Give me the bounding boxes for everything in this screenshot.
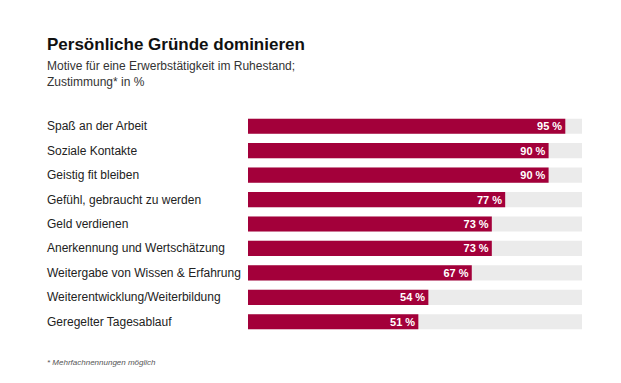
svg-text:73 %: 73 % — [464, 242, 489, 254]
svg-text:67 %: 67 % — [443, 267, 468, 279]
svg-text:95 %: 95 % — [537, 120, 562, 132]
svg-text:90 %: 90 % — [520, 145, 545, 157]
svg-text:Geld verdienen: Geld verdienen — [47, 217, 128, 231]
svg-text:51 %: 51 % — [390, 316, 415, 328]
svg-text:Weitergabe von Wissen & Erfahr: Weitergabe von Wissen & Erfahrung — [47, 266, 241, 280]
svg-text:Geregelter Tagesablauf: Geregelter Tagesablauf — [47, 315, 172, 329]
svg-text:77 %: 77 % — [477, 194, 502, 206]
svg-text:Weiterentwicklung/Weiterbildun: Weiterentwicklung/Weiterbildung — [47, 290, 221, 304]
svg-text:Geistig fit bleiben: Geistig fit bleiben — [47, 168, 139, 182]
svg-text:73 %: 73 % — [464, 218, 489, 230]
svg-text:54 %: 54 % — [400, 291, 425, 303]
svg-text:Persönliche Gründe dominieren: Persönliche Gründe dominieren — [47, 35, 305, 54]
svg-text:Gefühl, gebraucht zu werden: Gefühl, gebraucht zu werden — [47, 193, 201, 207]
svg-text:Motive für eine Erwerbstätigke: Motive für eine Erwerbstätigkeit im Ruhe… — [47, 59, 295, 89]
svg-text:Spaß an der Arbeit: Spaß an der Arbeit — [47, 119, 148, 133]
svg-text:90 %: 90 % — [520, 169, 545, 181]
svg-text:Anerkennung und Wertschätzung: Anerkennung und Wertschätzung — [47, 241, 225, 255]
svg-text:Soziale Kontakte: Soziale Kontakte — [47, 144, 137, 158]
svg-text:* Mehrfachnennungen möglich: * Mehrfachnennungen möglich — [47, 358, 156, 367]
